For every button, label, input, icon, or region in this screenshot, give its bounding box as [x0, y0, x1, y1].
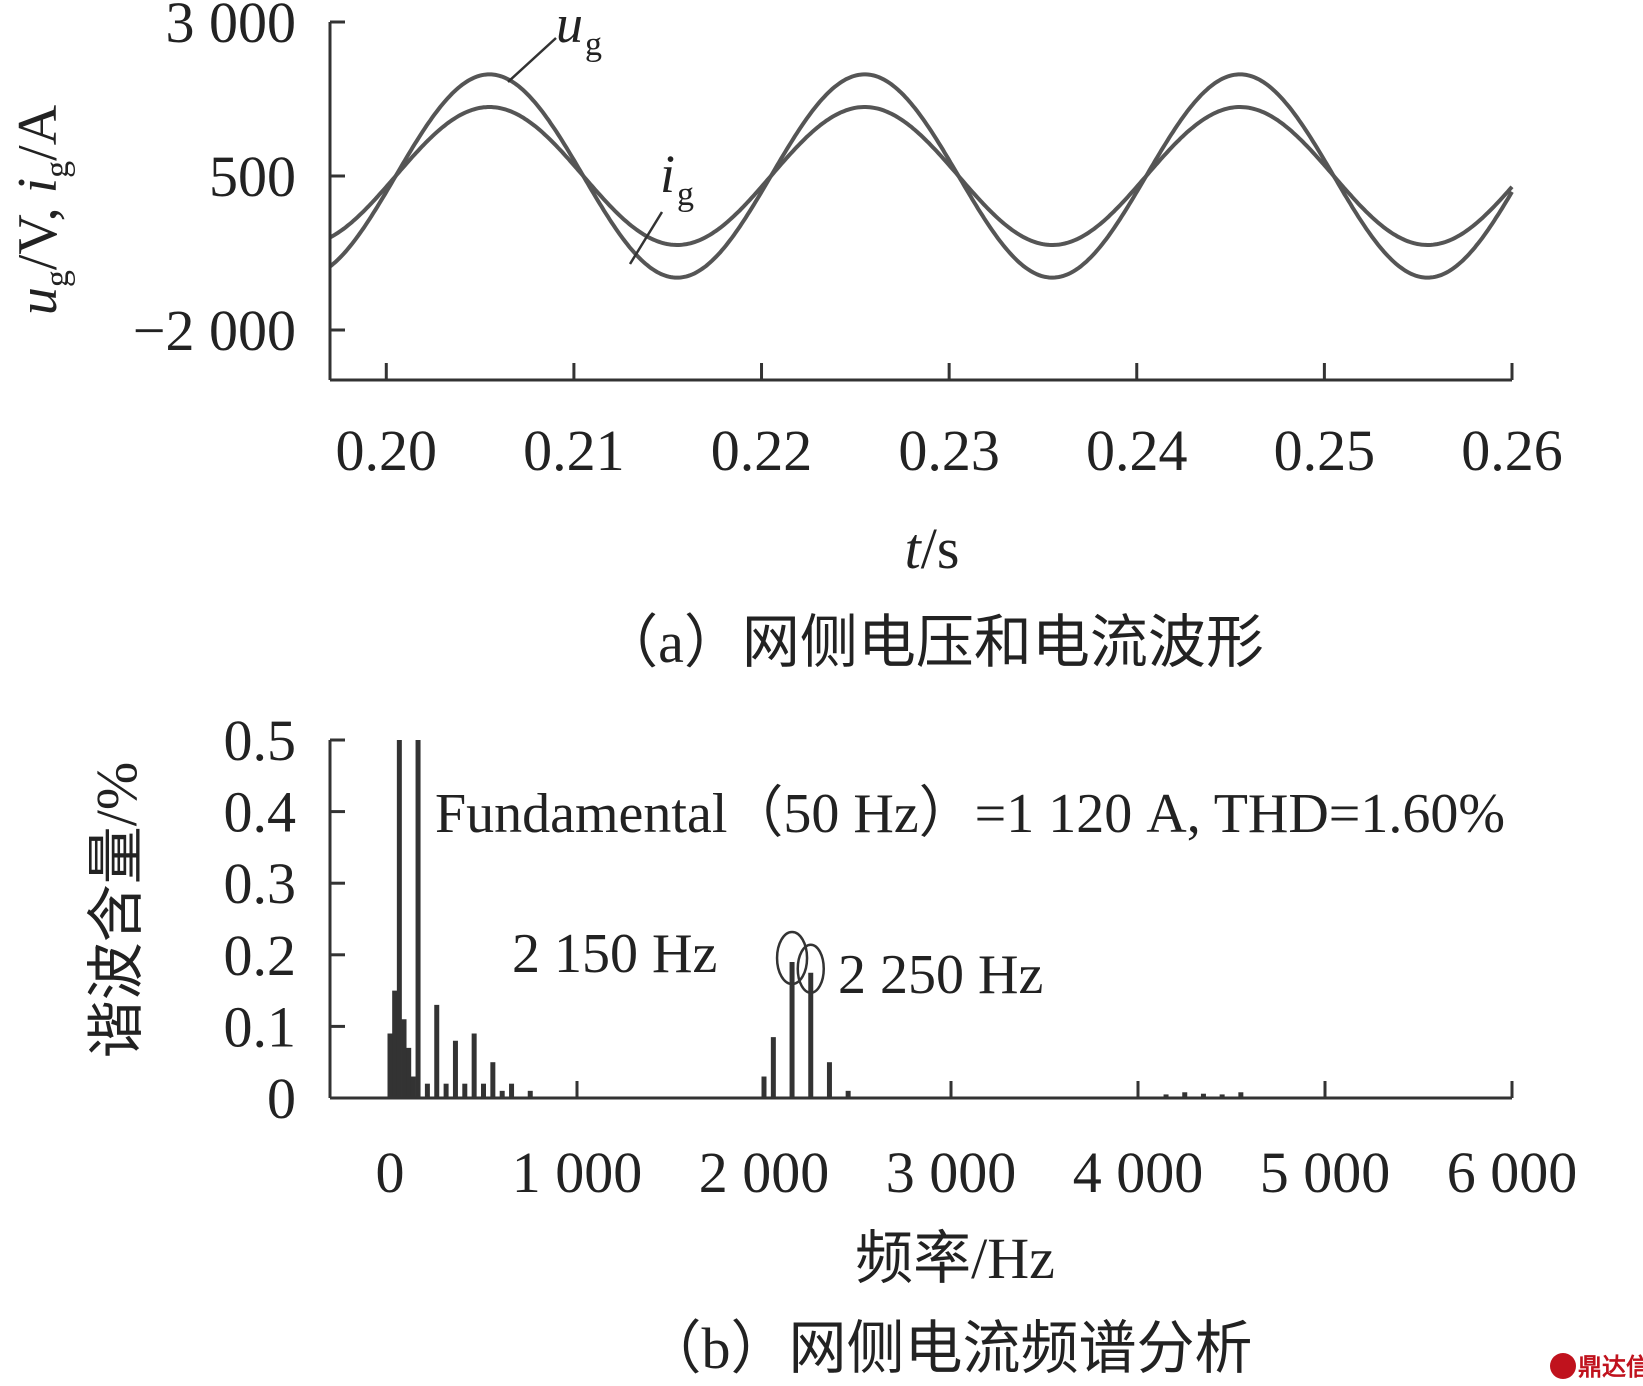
watermark-text: 鼎达信: [1578, 1353, 1643, 1381]
series-line-ig: [329, 105, 1514, 247]
leader-u: [507, 37, 557, 83]
a-xlabel: t/s: [905, 516, 960, 581]
a-xtick-label: 0.25: [1274, 418, 1376, 483]
b-ytick-label: 0: [267, 1066, 296, 1131]
b-xtick-label: 6 000: [1447, 1140, 1578, 1205]
a-xtick-label: 0.22: [711, 418, 813, 483]
b-xlabel: 频率/Hz: [855, 1226, 1055, 1291]
a-ytick-label: 3 000: [166, 0, 297, 55]
b-ytick-label: 0.1: [224, 994, 297, 1059]
a-xtick-label: 0.21: [523, 418, 625, 483]
b-xtick-label: 2 000: [699, 1140, 830, 1205]
waveform-chart: 0.20 0.21 0.22 0.23 0.24 0.25 0.26 3 000 500 −2 …: [7, 0, 1563, 675]
b-xtick-label: 0: [376, 1140, 405, 1205]
b-xtick-label: 3 000: [886, 1140, 1017, 1205]
b-ylabel: 谐波含量/%: [84, 762, 149, 1058]
series-line-ug: [328, 72, 1514, 280]
series-label-i-sub: g: [677, 176, 694, 213]
waveform-series-group: [328, 72, 1514, 280]
b-xtick-label: 4 000: [1073, 1140, 1204, 1205]
b-ytick-label: 0.2: [224, 923, 297, 988]
caption-a: （a）网侧电压和电流波形: [600, 610, 1264, 675]
watermark-logo: 鼎达信: [1550, 1353, 1643, 1381]
a-ytick-group: 3 000 500 −2 000: [133, 0, 345, 363]
peak-marker-2250: [796, 943, 825, 994]
series-label-i: i: [660, 144, 675, 204]
caption-b: （b）网侧电流频谱分析: [643, 1316, 1252, 1381]
peak-label-2150: 2 150 Hz: [512, 923, 717, 985]
series-label-u: u: [556, 0, 583, 54]
b-xtick-label: 5 000: [1260, 1140, 1391, 1205]
a-ytick-label: −2 000: [133, 298, 296, 363]
spectrum-annotation: Fundamental（50 Hz）=1 120 A, THD=1.60%: [435, 783, 1505, 845]
peak-label-2250: 2 250 Hz: [838, 944, 1043, 1006]
a-xtick-label: 0.26: [1461, 418, 1563, 483]
a-xtick-label: 0.23: [898, 418, 1000, 483]
b-ytick-label: 0.4: [224, 780, 297, 845]
b-xtick-label: 1 000: [512, 1140, 643, 1205]
b-ytick-group: 0 0.10.2 0.30.4 0.5: [224, 708, 345, 1131]
peak-marker-2150: [775, 930, 809, 986]
leader-i: [628, 211, 664, 265]
b-xtick-group: 0 1 000 2 000 3 000 4 000 5 000 6 000: [376, 1081, 1578, 1205]
b-ytick-label: 0.5: [224, 708, 297, 773]
a-ylabel: ug/V, ig/A: [7, 104, 76, 315]
a-xtick-label: 0.20: [336, 418, 438, 483]
a-xtick-group: 0.20 0.21 0.22 0.23 0.24 0.25 0.26: [336, 363, 1563, 483]
series-label-u-sub: g: [585, 26, 602, 63]
b-ytick-label: 0.3: [224, 851, 297, 916]
a-xtick-label: 0.24: [1086, 418, 1188, 483]
a-ytick-label: 500: [209, 144, 296, 209]
